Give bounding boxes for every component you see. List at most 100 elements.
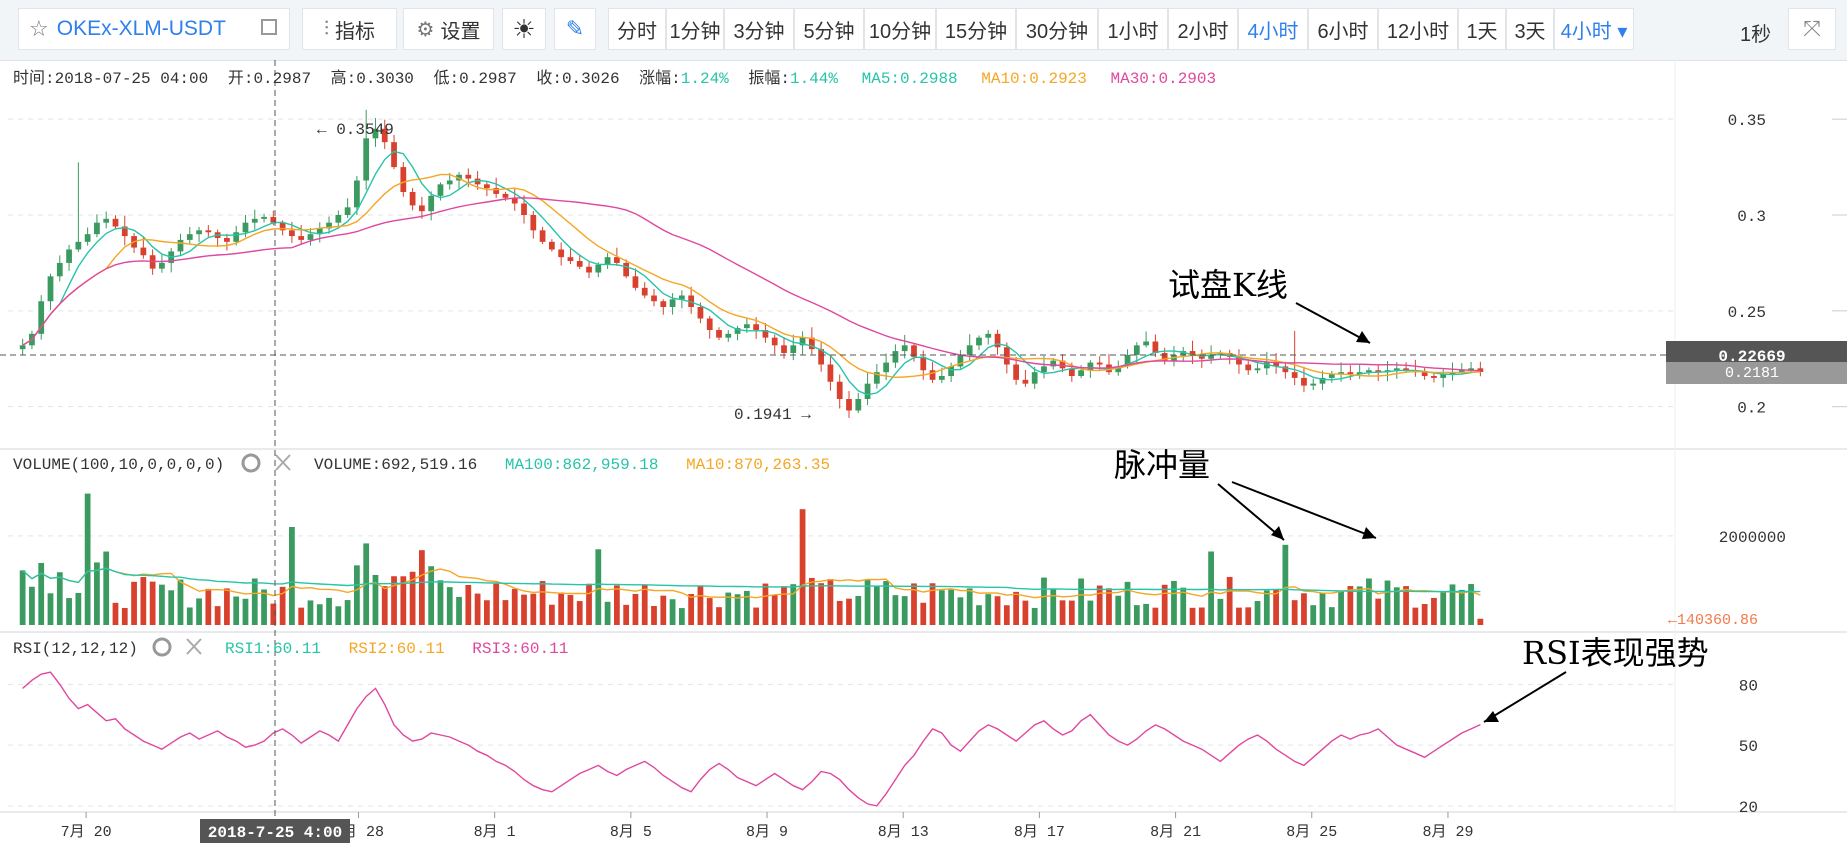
- volume-bar: [1208, 551, 1214, 625]
- candle-body: [957, 354, 964, 367]
- volume-bar: [994, 596, 1001, 625]
- candle-body: [75, 241, 82, 250]
- candle-body: [186, 234, 193, 240]
- candle: [1282, 361, 1289, 379]
- candle-body: [326, 222, 332, 229]
- interval-tab-7[interactable]: 1小时: [1098, 8, 1168, 50]
- candle: [400, 162, 407, 197]
- annotation-rsi-arrowhead: [1484, 711, 1499, 722]
- volume-x-icon[interactable]: [275, 454, 291, 471]
- candle: [1319, 370, 1326, 390]
- volume-bar: [149, 581, 156, 625]
- volume-bar: [1356, 586, 1363, 625]
- candle-body: [1180, 351, 1187, 355]
- candle: [985, 330, 992, 345]
- interval-tab-14[interactable]: 4小时 ▾: [1554, 8, 1634, 50]
- rsi-x-icon[interactable]: [186, 638, 202, 655]
- volume-bar: [279, 586, 286, 625]
- candle: [669, 293, 676, 315]
- candle: [112, 215, 119, 229]
- ma5-label: MA5:: [862, 70, 900, 88]
- annotation-pulse-arrow-1: [1217, 483, 1285, 541]
- interval-tab-6[interactable]: 30分钟: [1016, 8, 1098, 50]
- settings-button[interactable]: ⚙ 设置: [403, 8, 494, 50]
- candle-body: [19, 345, 26, 350]
- candle: [604, 253, 611, 270]
- candle: [84, 227, 91, 246]
- candle-body: [224, 238, 230, 242]
- draw-tool-button[interactable]: ✎: [554, 8, 596, 50]
- volume-bar: [920, 602, 927, 625]
- interval-tab-8[interactable]: 2小时: [1168, 8, 1238, 50]
- rsi-close-icon[interactable]: [186, 638, 202, 655]
- interval-tab-12[interactable]: 1天: [1458, 8, 1506, 50]
- interval-tab-11[interactable]: 12小时: [1378, 8, 1458, 50]
- volume-bar: [781, 586, 787, 625]
- window-icon[interactable]: [261, 19, 277, 35]
- high-marker: ← 0.3549: [317, 121, 394, 139]
- volume-bar: [233, 596, 240, 625]
- candle-body: [344, 207, 351, 215]
- volume-bar: [465, 584, 472, 625]
- candle-body: [901, 345, 908, 352]
- ma10-value: 0.2923: [1029, 70, 1087, 88]
- candle-body: [1431, 376, 1437, 378]
- candle: [1013, 356, 1019, 385]
- volume-bar: [270, 603, 277, 625]
- time-value: 2018-07-25 04:00: [55, 70, 209, 88]
- candle: [465, 168, 472, 188]
- volume-bar: [576, 601, 583, 625]
- candle: [1356, 364, 1363, 379]
- candle: [660, 299, 667, 315]
- volume-bar: [1226, 576, 1233, 625]
- indicator-button[interactable]: ⫶ 指标: [302, 8, 397, 50]
- interval-tab-2[interactable]: 3分钟: [724, 8, 794, 50]
- volume-settings-icon[interactable]: [241, 453, 261, 473]
- volume-bar: [846, 598, 852, 625]
- price-tick-2: 0.3: [1737, 208, 1766, 226]
- interval-tab-3[interactable]: 5分钟: [794, 8, 864, 50]
- interval-tab-1[interactable]: 1分钟: [666, 8, 724, 50]
- candle-body: [753, 324, 760, 330]
- interval-tab-4[interactable]: 10分钟: [864, 8, 936, 50]
- volume-bar: [864, 579, 871, 625]
- speed-label[interactable]: 1秒: [1740, 24, 1772, 46]
- volume-close-icon[interactable]: [275, 454, 291, 471]
- candle-body: [846, 399, 852, 411]
- candle-body: [669, 299, 676, 307]
- candle-body: [1059, 360, 1066, 369]
- amp-label: 振幅:: [748, 69, 790, 88]
- interval-tab-13[interactable]: 3天: [1506, 8, 1554, 50]
- candle-body: [205, 230, 212, 233]
- candle-body: [1245, 364, 1252, 371]
- symbol-selector[interactable]: ☆ OKEx-XLM-USDT: [18, 8, 290, 50]
- volume-bar: [1106, 588, 1112, 625]
- volume-gear-icon[interactable]: [241, 453, 261, 473]
- volume-bar: [493, 583, 500, 625]
- candle-body: [1161, 353, 1168, 361]
- candle-body: [1403, 368, 1409, 371]
- candle-body: [409, 192, 416, 206]
- volume-bar: [428, 566, 435, 625]
- fullscreen-button[interactable]: ⤧: [1788, 8, 1836, 50]
- volume-bar: [1282, 544, 1289, 625]
- volume-bar: [1291, 600, 1298, 625]
- candle: [1143, 331, 1149, 348]
- candle: [326, 216, 332, 234]
- ma30-value: 0.2903: [1159, 70, 1217, 88]
- interval-tab-9[interactable]: 4小时: [1238, 8, 1308, 50]
- candle-body: [948, 366, 955, 376]
- interval-tab-0[interactable]: 分时: [608, 8, 666, 50]
- rsi-tick-0: 20: [1739, 799, 1758, 817]
- interval-tab-5[interactable]: 15分钟: [936, 8, 1016, 50]
- candle-body: [1375, 370, 1382, 373]
- candle-body: [298, 236, 305, 240]
- rsi-settings-icon[interactable]: [152, 637, 172, 657]
- candle: [1328, 370, 1335, 383]
- rsi-gear-icon[interactable]: [152, 637, 172, 657]
- interval-tab-10[interactable]: 6小时: [1308, 8, 1378, 50]
- candle: [1310, 378, 1317, 391]
- star-icon[interactable]: ☆: [29, 16, 49, 41]
- theme-toggle-button[interactable]: ☀: [502, 8, 546, 50]
